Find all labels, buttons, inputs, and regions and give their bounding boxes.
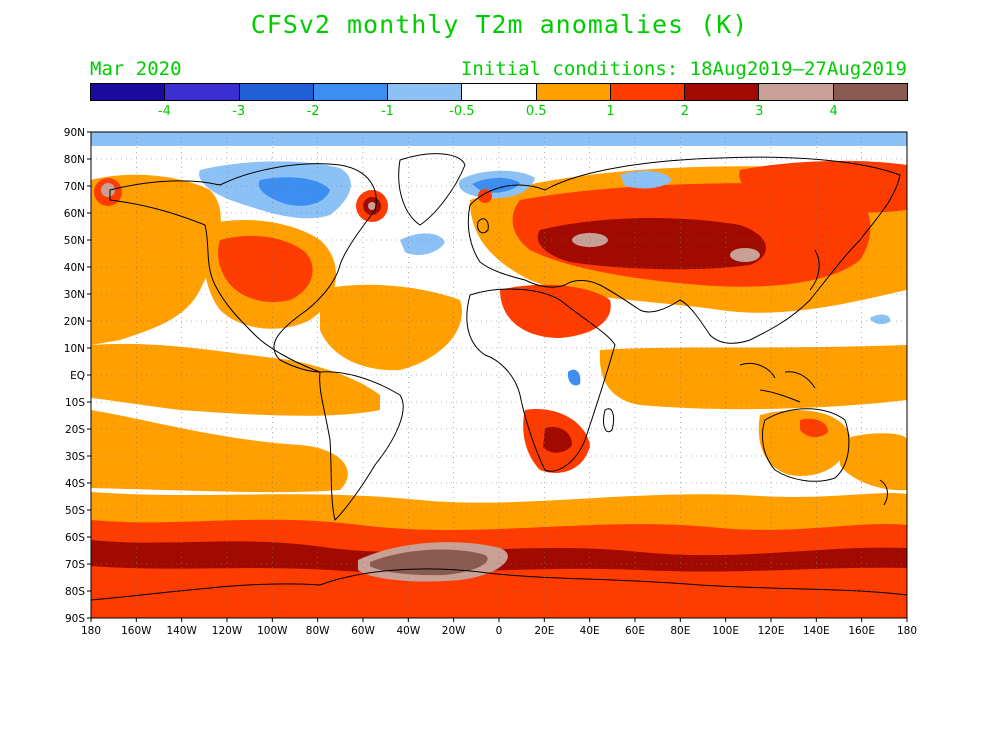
colorbar-labels: -4 -3 -2 -1 -0.5 0.5 1 2 3 4 — [90, 104, 908, 122]
latitude-labels: 90N 80N 70N 60N 50N 40N 30N 20N 10N EQ 10S 20S 30S 40… — [64, 127, 86, 625]
latitude-label: 10N — [64, 343, 85, 355]
longitude-label: 100E — [712, 625, 739, 637]
longitude-label: 140W — [166, 625, 197, 637]
colorbar-swatch — [536, 84, 611, 100]
longitude-labels: 180 160W 140W 120W 100W 80W 60W 40W 20W 0 20E 40E 60… — [81, 625, 917, 637]
longitude-label: 80W — [306, 625, 330, 637]
latitude-label: 40N — [64, 262, 85, 274]
colorbar-swatch — [239, 84, 314, 100]
longitude-label: 180 — [81, 625, 101, 637]
colorbar-label: -4 — [157, 104, 171, 119]
longitude-label: 120E — [758, 625, 785, 637]
coastlines — [90, 153, 908, 601]
colorbar-swatch — [610, 84, 686, 100]
longitude-label: 60E — [625, 625, 645, 637]
longitude-label: 180 — [897, 625, 917, 637]
longitude-label: 40E — [580, 625, 600, 637]
longitude-label: 20E — [534, 625, 554, 637]
latitude-label: 10S — [65, 397, 85, 409]
latitude-label: 20N — [64, 316, 85, 328]
initial-conditions: Initial conditions: 18Aug2019—27Aug2019 — [460, 58, 907, 80]
colorbar — [90, 83, 908, 101]
longitude-label: 120W — [212, 625, 243, 637]
colorbar-label: -1 — [380, 104, 394, 119]
longitude-label: 160W — [121, 625, 152, 637]
colorbar-swatch — [462, 84, 537, 100]
latitude-label: 80S — [65, 586, 85, 598]
colorbar-label: 3 — [755, 104, 764, 119]
longitude-label: 140E — [803, 625, 830, 637]
longitude-label: 40W — [396, 625, 420, 637]
anomaly-field — [91, 132, 907, 618]
latitude-label: 60N — [64, 208, 85, 220]
longitude-label: 0 — [496, 625, 503, 637]
longitude-label: 80E — [670, 625, 690, 637]
colorbar-label: 0.5 — [525, 104, 547, 119]
longitude-label: 60W — [351, 625, 375, 637]
latitude-label: 30S — [65, 451, 85, 463]
colorbar-swatch — [91, 84, 166, 100]
colorbar-label: -0.5 — [449, 104, 475, 119]
latitude-label: 50N — [64, 235, 85, 247]
latitude-label: 50S — [65, 505, 85, 517]
longitude-label: 160E — [848, 625, 875, 637]
latitude-label: 90S — [65, 613, 85, 625]
colorbar-label: -2 — [306, 104, 320, 119]
colorbar-swatch — [833, 84, 907, 100]
colorbar-swatch — [313, 84, 389, 100]
latitude-label: 80N — [64, 154, 85, 166]
chart-title: CFSv2 monthly T2m anomalies (K) — [250, 10, 749, 39]
latitude-label: 30N — [64, 289, 85, 301]
latitude-label: 40S — [65, 478, 85, 490]
latitude-label: 20S — [65, 424, 85, 436]
forecast-month: Mar 2020 — [90, 58, 182, 80]
colorbar-swatch — [165, 84, 240, 100]
colorbar-swatch — [685, 84, 760, 100]
latitude-label: 90N — [64, 127, 85, 139]
axis-ticks — [87, 131, 908, 622]
longitude-label: 100W — [257, 625, 288, 637]
colorbar-label: 1 — [606, 104, 615, 119]
latitude-label: EQ — [70, 370, 85, 382]
colorbar-swatch — [388, 84, 463, 100]
latitude-label: 60S — [65, 532, 85, 544]
colorbar-swatch — [759, 84, 834, 100]
colorbar-label: 4 — [829, 104, 838, 119]
colorbar-label: 2 — [680, 104, 690, 119]
latitude-label: 70S — [65, 559, 85, 571]
longitude-label: 20W — [442, 625, 466, 637]
latitude-label: 70N — [64, 181, 85, 193]
colorbar-label: -3 — [232, 104, 246, 119]
grid-lines — [91, 132, 907, 618]
